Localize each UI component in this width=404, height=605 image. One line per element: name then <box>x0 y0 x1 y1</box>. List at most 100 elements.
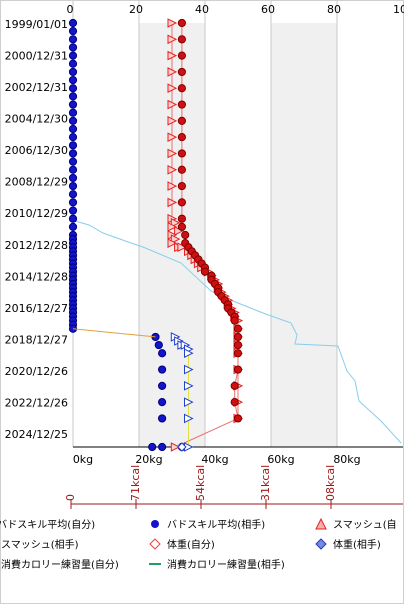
legend-item-weight-opponent: 体重(相手) <box>315 536 381 551</box>
grid-band <box>271 23 337 447</box>
data-point <box>69 60 76 67</box>
data-point <box>178 36 185 43</box>
data-point <box>69 166 76 173</box>
x-tick-label-top: 10 <box>393 3 404 16</box>
calorie-tick-label: 71kcal <box>129 465 142 501</box>
data-point <box>69 199 76 206</box>
legend-item-smash-self: スマッシュ(自 <box>315 516 397 531</box>
data-point <box>69 158 76 165</box>
legend-item-weight-self: 体重(自分) <box>149 536 215 551</box>
diamond-icon <box>149 538 161 550</box>
y-tick-label: 1999/01/01 <box>5 18 68 31</box>
data-point <box>69 52 76 59</box>
data-point <box>69 125 76 132</box>
legend-item-badskill-self: バドスキル平均(自分) <box>0 516 95 531</box>
legend-label: 体重(自分) <box>167 536 215 551</box>
y-tick-label: 2022/12/26 <box>5 396 68 409</box>
data-point <box>69 68 76 75</box>
calorie-tick-label: 08kcal <box>324 465 337 501</box>
y-tick-label: 2010/12/29 <box>5 207 68 220</box>
calorie-tick-label: 0 <box>64 494 77 501</box>
data-point <box>178 134 185 141</box>
y-axis: 1999/01/01 2000/12/31 2002/12/31 2004/12/30… <box>5 18 68 441</box>
data-point <box>159 443 166 450</box>
data-point <box>69 117 76 124</box>
legend-label: スマッシュ(相手) <box>1 536 79 551</box>
data-point <box>69 101 76 108</box>
data-point <box>155 341 162 348</box>
data-point <box>234 366 241 373</box>
data-point <box>231 382 238 389</box>
data-point <box>69 223 76 230</box>
data-point <box>178 19 185 26</box>
data-point <box>201 268 208 275</box>
y-tick-label: 2018/12/27 <box>5 333 68 346</box>
data-point <box>69 182 76 189</box>
data-point <box>159 415 166 422</box>
data-point <box>149 443 156 450</box>
data-point <box>178 166 185 173</box>
data-point <box>69 36 76 43</box>
data-point <box>182 231 189 238</box>
data-point <box>234 341 241 348</box>
data-point <box>234 415 241 422</box>
data-point <box>69 134 76 141</box>
x-tick-label-top: 40 <box>195 3 209 16</box>
data-point <box>69 174 76 181</box>
legend-item-calorie-opponent: 消費カロリー練習量(相手) <box>149 556 285 571</box>
data-point <box>69 28 76 35</box>
legend-label: バドスキル平均(相手) <box>167 516 265 531</box>
triangle-icon <box>315 518 327 530</box>
data-point <box>178 117 185 124</box>
data-point <box>69 150 76 157</box>
legend-label: バドスキル平均(自分) <box>0 516 95 531</box>
data-point <box>69 85 76 92</box>
line-icon <box>149 558 161 570</box>
y-tick-label: 2008/12/29 <box>5 176 68 189</box>
y-tick-label: 2004/12/30 <box>5 113 68 126</box>
y-tick-label: 2014/12/28 <box>5 270 68 283</box>
legend-label: 体重(相手) <box>333 536 381 551</box>
x-tick-label: 80kg <box>333 453 360 466</box>
y-tick-label: 2006/12/30 <box>5 144 68 157</box>
legend-label: 消費カロリー練習量(自分) <box>1 556 119 571</box>
data-point <box>159 350 166 357</box>
data-point <box>69 191 76 198</box>
data-point <box>231 317 238 324</box>
data-point <box>178 52 185 59</box>
data-point <box>69 142 76 149</box>
legend-label: 消費カロリー練習量(相手) <box>167 556 285 571</box>
data-point <box>178 150 185 157</box>
y-tick-label: 2000/12/31 <box>5 50 68 63</box>
data-point <box>159 399 166 406</box>
legend-item-badskill-opponent: バドスキル平均(相手) <box>149 516 265 531</box>
data-point <box>231 399 238 406</box>
x-tick-label: 60kg <box>267 453 294 466</box>
data-point <box>178 182 185 189</box>
data-point <box>69 44 76 51</box>
data-point <box>69 93 76 100</box>
data-point <box>69 76 76 83</box>
y-tick-label: 2002/12/31 <box>5 81 68 94</box>
data-point <box>234 350 241 357</box>
data-point <box>178 68 185 75</box>
data-point <box>234 325 241 332</box>
y-tick-label: 2016/12/27 <box>5 302 68 315</box>
data-point <box>159 382 166 389</box>
legend: バドスキル平均(自分) バドスキル平均(相手) スマッシュ(自 スマッシュ(相手… <box>1 513 404 573</box>
data-point <box>69 109 76 116</box>
data-point <box>178 85 185 92</box>
circle-icon <box>149 518 161 530</box>
data-point <box>178 101 185 108</box>
x-tick-label: 0kg <box>73 453 93 466</box>
x-tick-label: 20kg <box>135 453 162 466</box>
y-tick-label: 2024/12/25 <box>5 428 68 441</box>
data-point <box>69 19 76 26</box>
data-point <box>69 215 76 222</box>
y-tick-label: 2020/12/26 <box>5 365 68 378</box>
x-tick-label: 40kg <box>201 453 228 466</box>
legend-item-calorie-self: 消費カロリー練習量(自分) <box>1 556 119 571</box>
